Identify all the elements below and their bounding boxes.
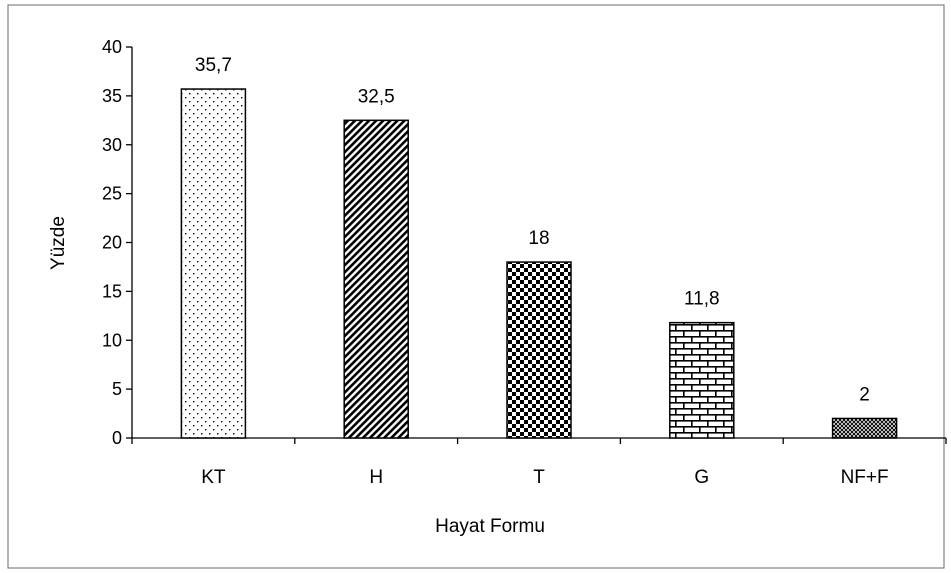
y-axis: 0 5 10 15 20 25 30 35 40 bbox=[102, 37, 133, 448]
x-axis: KT H T G NF+F bbox=[131, 437, 947, 488]
y-tick-label: 10 bbox=[102, 330, 122, 350]
x-tick-label: KT bbox=[201, 467, 226, 488]
bar-nf-f bbox=[831, 417, 898, 439]
bar-kt bbox=[180, 88, 247, 439]
bar-h bbox=[343, 119, 409, 439]
x-tick-label: NF+F bbox=[841, 467, 889, 488]
y-tick-label: 30 bbox=[102, 135, 122, 155]
data-labels-group: 35,7 32,5 18 11,8 2 bbox=[195, 55, 870, 405]
y-tick-label: 35 bbox=[102, 86, 122, 106]
y-tick-label: 5 bbox=[112, 379, 122, 399]
y-axis-title: Yüzde bbox=[48, 216, 69, 270]
data-label: 35,7 bbox=[195, 55, 232, 76]
bar-t bbox=[506, 261, 572, 439]
y-tick-label: 20 bbox=[102, 233, 122, 253]
x-axis-title: Hayat Formu bbox=[435, 516, 545, 537]
x-tick-label: T bbox=[533, 467, 545, 488]
y-tick-label: 40 bbox=[102, 37, 122, 57]
bar-g bbox=[669, 321, 735, 439]
data-label: 32,5 bbox=[358, 86, 395, 107]
chart-frame bbox=[7, 4, 945, 569]
x-tick-label: G bbox=[694, 467, 709, 488]
data-label: 2 bbox=[859, 384, 870, 405]
data-label: 11,8 bbox=[684, 289, 720, 310]
y-tick-label: 25 bbox=[102, 184, 122, 204]
data-label: 18 bbox=[528, 228, 549, 249]
bars-group bbox=[180, 88, 898, 439]
y-tick-label: 15 bbox=[102, 281, 122, 301]
x-tick-label: H bbox=[369, 467, 383, 488]
y-tick-label: 0 bbox=[112, 428, 122, 448]
